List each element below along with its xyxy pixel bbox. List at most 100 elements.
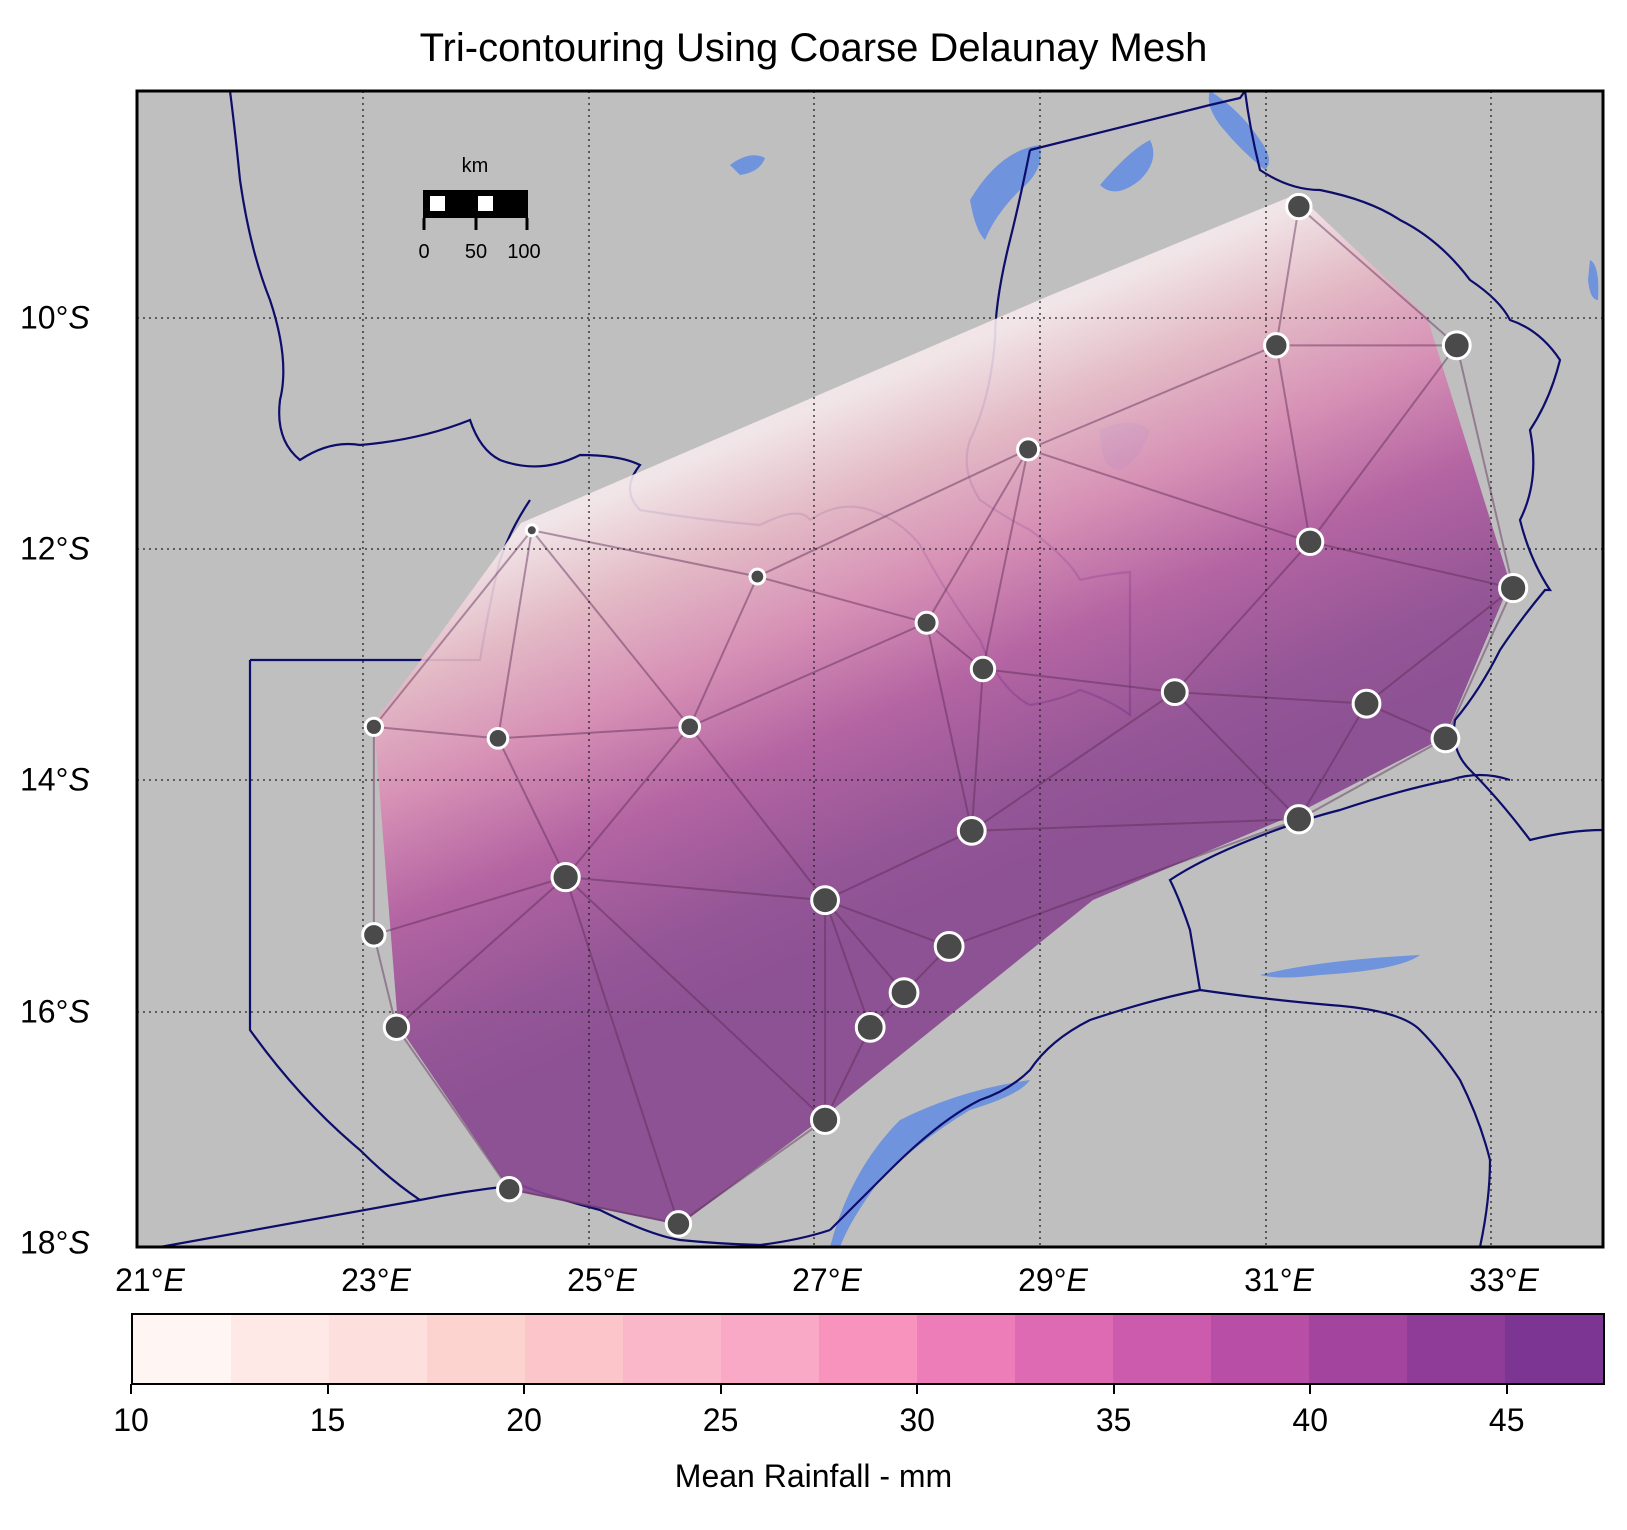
colorbar-segment bbox=[1505, 1315, 1603, 1383]
colorbar-tick bbox=[1112, 1384, 1115, 1394]
x-tick-label: 21°E bbox=[115, 1262, 185, 1298]
mesh-edge bbox=[1365, 587, 1514, 705]
mesh-edge bbox=[1174, 691, 1300, 820]
mesh-edge bbox=[1298, 737, 1446, 821]
colorbar-tick bbox=[1505, 1384, 1508, 1394]
mesh-edge bbox=[373, 876, 566, 936]
mesh-edge bbox=[970, 668, 984, 831]
mesh-edge bbox=[1174, 541, 1311, 693]
station-marker bbox=[1160, 678, 1189, 707]
colorbar-tick-label: 40 bbox=[1292, 1402, 1328, 1438]
scale-bar bbox=[422, 190, 529, 230]
station-marker bbox=[809, 1104, 841, 1135]
colorbar-tick-label: 30 bbox=[899, 1402, 935, 1438]
mesh-edge bbox=[1309, 344, 1458, 543]
colorbar-bar bbox=[131, 1313, 1605, 1385]
mesh-edge bbox=[531, 529, 691, 728]
colorbar-tick bbox=[130, 1384, 132, 1394]
mesh-edge bbox=[971, 691, 1176, 832]
colorbar-tick-label: 10 bbox=[113, 1402, 149, 1438]
rainfall-surface bbox=[374, 194, 1510, 1225]
mesh-edge bbox=[395, 876, 567, 1029]
station-marker bbox=[1016, 437, 1041, 462]
colorbar-segment bbox=[231, 1315, 329, 1383]
station-marker bbox=[1283, 804, 1314, 835]
colorbar-segment bbox=[1211, 1315, 1309, 1383]
station-marker bbox=[933, 931, 965, 962]
mesh-edge bbox=[373, 529, 533, 728]
mesh-edge bbox=[982, 449, 1030, 670]
colorbar-segment bbox=[329, 1315, 427, 1383]
mesh-edge bbox=[564, 876, 680, 1225]
station-marker bbox=[748, 567, 767, 586]
station-marker bbox=[1351, 688, 1382, 719]
mesh-edge bbox=[1275, 206, 1300, 346]
mesh-edge bbox=[757, 575, 927, 624]
colorbar-segment bbox=[1015, 1315, 1113, 1383]
mesh-edge bbox=[971, 818, 1299, 832]
mesh-edge bbox=[1297, 703, 1368, 820]
x-tick-label: 23°E bbox=[341, 1262, 411, 1298]
mesh-edge bbox=[531, 529, 758, 578]
colorbar-segment bbox=[427, 1315, 525, 1383]
mesh-edge bbox=[497, 725, 690, 740]
scale-bar-label-0: 0 bbox=[418, 241, 430, 263]
station-marker bbox=[363, 716, 384, 737]
mesh-edge bbox=[1455, 345, 1515, 589]
axes-frame bbox=[135, 89, 1605, 1249]
y-tick-label: 14°S bbox=[20, 761, 90, 798]
station-marker bbox=[1498, 572, 1529, 604]
mesh-edge bbox=[756, 448, 1029, 578]
scale-bar-label-100: 100 bbox=[507, 241, 541, 263]
mesh-edge bbox=[689, 621, 928, 728]
x-tick-label: 25°E bbox=[567, 1262, 637, 1298]
y-tick-label: 16°S bbox=[20, 993, 90, 1030]
mesh-edge bbox=[677, 1119, 826, 1225]
mesh-edge bbox=[564, 726, 691, 878]
mesh-edge bbox=[564, 876, 826, 1121]
colorbar bbox=[131, 1313, 1605, 1385]
graticule bbox=[137, 91, 1603, 1247]
station-marker bbox=[956, 815, 987, 846]
mesh-edge bbox=[1027, 448, 1311, 543]
station-marker bbox=[1430, 723, 1461, 754]
station-marker bbox=[382, 1013, 411, 1042]
mesh-edge bbox=[496, 530, 533, 739]
station-marker bbox=[914, 610, 939, 635]
station-marker bbox=[1285, 192, 1313, 221]
colorbar-tick bbox=[1309, 1384, 1312, 1394]
colorbar-tick bbox=[523, 1384, 526, 1394]
colorbar-segment bbox=[1309, 1315, 1407, 1383]
station-marker bbox=[550, 861, 581, 893]
mesh-edge bbox=[824, 1026, 872, 1121]
colorbar-tick bbox=[719, 1384, 722, 1394]
colorbar-segment bbox=[721, 1315, 819, 1383]
station-markers bbox=[361, 192, 1529, 1238]
x-tick-label: 33°E bbox=[1469, 1262, 1539, 1298]
colorbar-segment bbox=[525, 1315, 623, 1383]
station-marker bbox=[361, 922, 387, 948]
colorbar-tick-label: 25 bbox=[702, 1402, 739, 1438]
mesh-edge bbox=[497, 737, 567, 878]
colorbar-tick-label: 45 bbox=[1488, 1402, 1525, 1438]
mesh-edge bbox=[688, 726, 826, 901]
station-marker bbox=[888, 977, 920, 1009]
mesh-edge bbox=[948, 818, 1300, 948]
mesh-edge bbox=[1298, 205, 1458, 347]
colorbar-segment bbox=[623, 1315, 721, 1383]
mesh-edge bbox=[982, 668, 1175, 694]
mesh-edge bbox=[824, 899, 872, 1028]
station-marker bbox=[854, 1011, 886, 1043]
scale-bar-label-50: 50 bbox=[464, 241, 488, 263]
mesh-edge bbox=[1444, 587, 1515, 739]
station-marker bbox=[1441, 330, 1472, 361]
mesh-edge bbox=[372, 934, 398, 1028]
colorbar-label: Mean Rainfall - mm bbox=[674, 1458, 953, 1494]
y-tick-label: 18°S bbox=[20, 1224, 90, 1261]
mesh-edge bbox=[925, 448, 1029, 624]
map-canvas bbox=[135, 89, 1605, 1249]
station-marker bbox=[664, 1210, 693, 1238]
station-marker bbox=[496, 1176, 523, 1203]
x-tick-label: 31°E bbox=[1244, 1262, 1314, 1298]
mesh-edge bbox=[925, 622, 973, 832]
